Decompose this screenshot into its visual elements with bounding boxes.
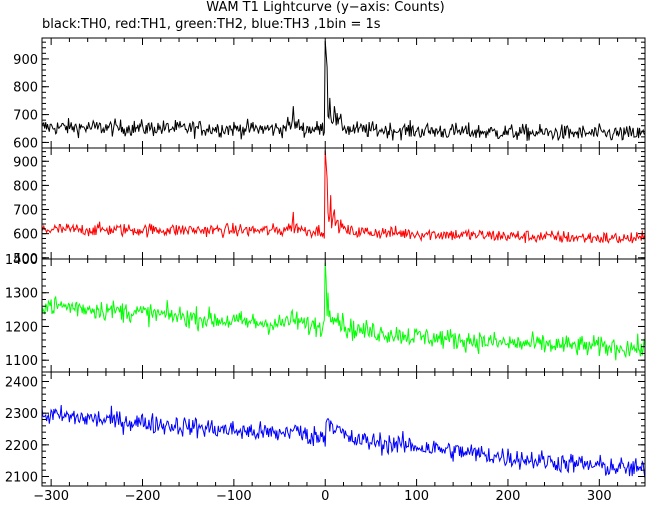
y-tick-label: 1300 xyxy=(5,287,38,302)
panel-frame-th3 xyxy=(41,371,646,487)
y-tick-label: 1200 xyxy=(5,320,38,335)
x-tick-label: −200 xyxy=(125,489,161,504)
y-tick-label: 800 xyxy=(13,81,38,96)
x-tick-label: 100 xyxy=(404,489,429,504)
series-line-th0 xyxy=(42,40,645,141)
series-line-th1 xyxy=(42,150,645,244)
y-tick-label: 600 xyxy=(13,136,38,151)
y-tick-label: 1400 xyxy=(5,253,38,268)
y-tick-label: 500 xyxy=(13,252,38,267)
series-line-th3 xyxy=(42,404,645,479)
x-tick-label: −100 xyxy=(216,489,252,504)
x-tick-label: 0 xyxy=(321,489,329,504)
y-tick-label: 2300 xyxy=(5,407,38,422)
y-tick-label: 800 xyxy=(13,179,38,194)
chart-title: WAM T1 Lightcurve (y−axis: Counts) xyxy=(206,0,445,15)
y-tick-label: 700 xyxy=(13,109,38,124)
panel-frame-th1 xyxy=(41,147,646,260)
y-tick-label: 2200 xyxy=(5,439,38,454)
y-tick-label: 900 xyxy=(13,53,38,68)
y-tick-label: 700 xyxy=(13,204,38,219)
chart-subtitle: black:TH0, red:TH1, green:TH2, blue:TH3 … xyxy=(42,17,381,32)
y-tick-label: 900 xyxy=(13,155,38,170)
y-tick-label: 1100 xyxy=(5,354,38,369)
y-tick-label: 2400 xyxy=(5,376,38,391)
x-tick-label: 300 xyxy=(587,489,612,504)
x-tick-label: 200 xyxy=(496,489,521,504)
series-line-th2 xyxy=(42,262,645,361)
y-tick-label: 2100 xyxy=(5,471,38,486)
y-tick-label: 600 xyxy=(13,228,38,243)
x-tick-label: −300 xyxy=(33,489,69,504)
